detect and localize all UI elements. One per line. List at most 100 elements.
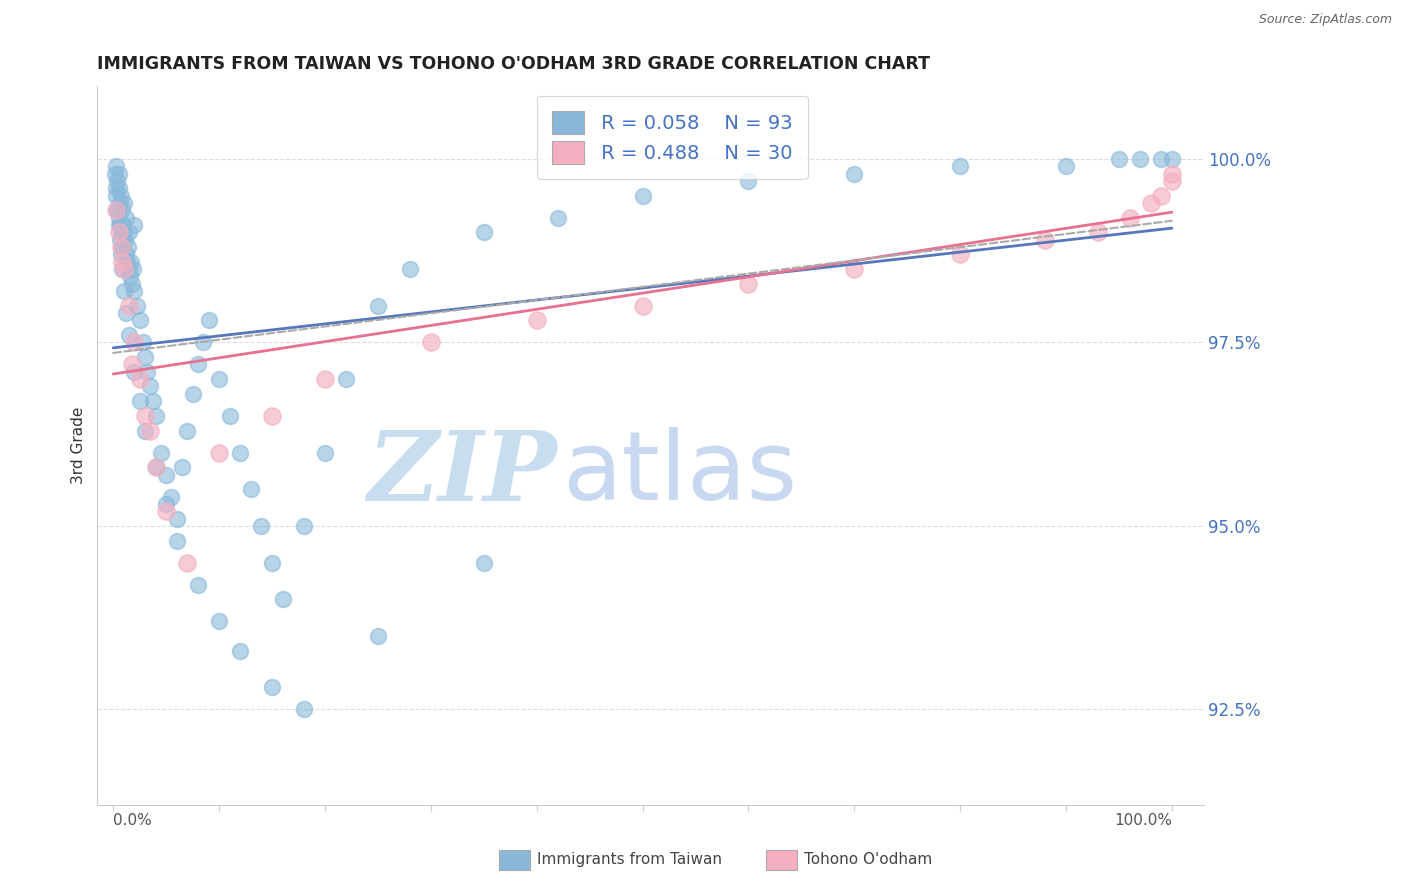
- Point: [208, 372, 231, 386]
- Point: [115, 306, 138, 320]
- Point: [1033, 233, 1056, 247]
- Point: [1108, 152, 1130, 166]
- Point: [107, 174, 129, 188]
- Point: [139, 379, 162, 393]
- Point: [121, 358, 143, 372]
- Point: [1118, 211, 1140, 225]
- Point: [367, 629, 389, 643]
- Point: [260, 556, 283, 570]
- Point: [155, 467, 177, 482]
- Point: [145, 409, 167, 423]
- Point: [737, 277, 759, 291]
- Y-axis label: 3rd Grade: 3rd Grade: [72, 407, 86, 483]
- Point: [105, 189, 128, 203]
- Point: [108, 218, 131, 232]
- Point: [398, 262, 420, 277]
- Point: [1160, 167, 1182, 181]
- Point: [128, 394, 150, 409]
- Point: [105, 203, 128, 218]
- Point: [107, 167, 129, 181]
- Point: [124, 335, 146, 350]
- Point: [107, 218, 129, 232]
- Point: [115, 247, 138, 261]
- Point: [631, 189, 654, 203]
- Point: [111, 255, 134, 269]
- Point: [260, 409, 283, 423]
- Point: [112, 196, 135, 211]
- Text: Source: ZipAtlas.com: Source: ZipAtlas.com: [1258, 13, 1392, 27]
- Point: [125, 299, 148, 313]
- Point: [118, 226, 141, 240]
- Point: [110, 240, 132, 254]
- Text: Tohono O'odham: Tohono O'odham: [804, 853, 932, 867]
- Point: [166, 533, 188, 548]
- Point: [107, 226, 129, 240]
- Point: [260, 680, 283, 694]
- Point: [314, 372, 336, 386]
- Point: [107, 211, 129, 225]
- Point: [112, 226, 135, 240]
- Point: [128, 313, 150, 327]
- Point: [844, 262, 866, 277]
- Point: [111, 218, 134, 232]
- Point: [208, 445, 231, 459]
- Point: [1160, 174, 1182, 188]
- Point: [176, 424, 198, 438]
- Point: [110, 247, 132, 261]
- Point: [124, 218, 146, 232]
- Text: atlas: atlas: [562, 427, 797, 520]
- Point: [136, 365, 159, 379]
- Point: [547, 211, 569, 225]
- Point: [239, 482, 262, 496]
- Point: [472, 226, 495, 240]
- Text: ZIP: ZIP: [367, 427, 557, 521]
- Point: [108, 233, 131, 247]
- Point: [132, 335, 155, 350]
- Point: [155, 497, 177, 511]
- Point: [122, 262, 145, 277]
- Point: [110, 189, 132, 203]
- Text: IMMIGRANTS FROM TAIWAN VS TOHONO O'ODHAM 3RD GRADE CORRELATION CHART: IMMIGRANTS FROM TAIWAN VS TOHONO O'ODHAM…: [97, 55, 931, 73]
- Point: [117, 240, 139, 254]
- Point: [107, 203, 129, 218]
- Point: [166, 511, 188, 525]
- Point: [104, 167, 127, 181]
- Point: [1160, 152, 1182, 166]
- Point: [111, 262, 134, 277]
- Point: [335, 372, 357, 386]
- Point: [176, 556, 198, 570]
- Point: [472, 556, 495, 570]
- Point: [105, 181, 128, 195]
- Point: [631, 299, 654, 313]
- Text: 100.0%: 100.0%: [1114, 814, 1171, 829]
- Point: [737, 174, 759, 188]
- Point: [145, 460, 167, 475]
- Point: [160, 490, 183, 504]
- Point: [120, 255, 142, 269]
- Point: [105, 160, 128, 174]
- Point: [1150, 189, 1173, 203]
- Point: [208, 614, 231, 628]
- Text: Immigrants from Taiwan: Immigrants from Taiwan: [537, 853, 723, 867]
- Point: [419, 335, 441, 350]
- Point: [314, 445, 336, 459]
- Point: [111, 240, 134, 254]
- Point: [155, 504, 177, 518]
- Point: [115, 255, 138, 269]
- Point: [107, 203, 129, 218]
- Point: [108, 196, 131, 211]
- Point: [118, 299, 141, 313]
- Point: [1087, 226, 1109, 240]
- Point: [1129, 152, 1152, 166]
- Point: [111, 203, 134, 218]
- Point: [218, 409, 240, 423]
- Point: [949, 247, 972, 261]
- Point: [149, 445, 172, 459]
- Point: [134, 350, 156, 364]
- Point: [112, 262, 135, 277]
- Point: [114, 233, 136, 247]
- Point: [134, 424, 156, 438]
- Point: [170, 460, 193, 475]
- Point: [1054, 160, 1077, 174]
- Point: [118, 328, 141, 343]
